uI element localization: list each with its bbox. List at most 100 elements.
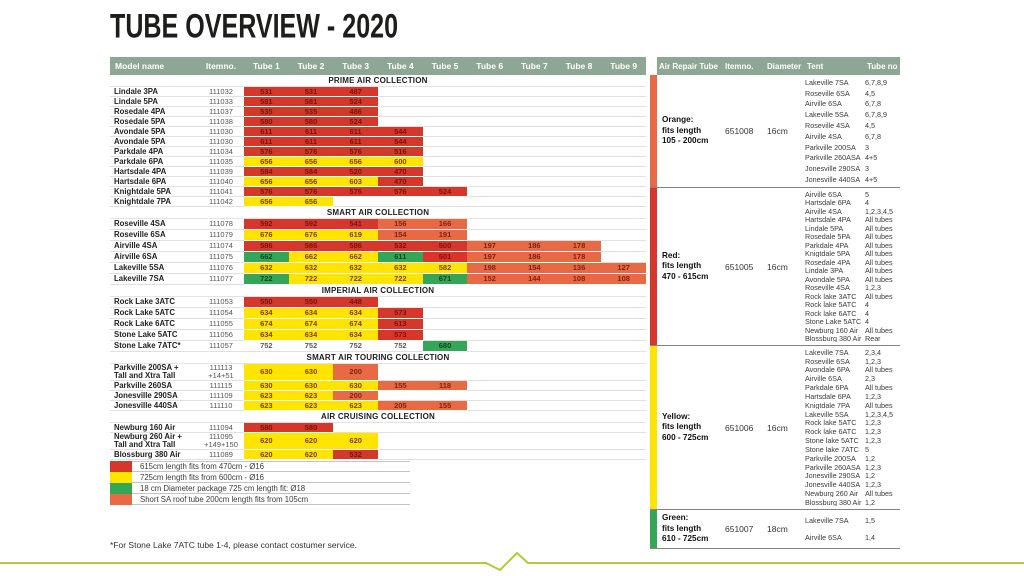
tube-cell: 584 — [288, 167, 334, 177]
tube-cell: 603 — [333, 177, 378, 187]
tent-row: Hartsdale 6PA 1,2,3 — [805, 392, 898, 401]
tube-cell — [601, 241, 646, 252]
tube-cell: 516 — [378, 147, 423, 157]
tube-cell: 154 — [378, 230, 423, 241]
tube-cell: 620 — [333, 433, 378, 450]
tent-row: Jonesville 290SA 1,2 — [805, 472, 898, 481]
tube-cell — [601, 423, 646, 433]
tent-tubes: 4 — [865, 199, 869, 207]
tent-row: Knigtdale 7PA All tubes — [805, 401, 898, 410]
table-row: Avondale 5PA 111030 611 611 611 544 — [110, 127, 646, 137]
tube-cell: 586 — [244, 241, 289, 252]
tent-name: Lakeville 5SA — [805, 111, 849, 119]
tent-row: Roseville 4SA 1,2,3 — [805, 284, 898, 293]
tent-tubes: 4+5 — [865, 154, 878, 162]
table-section: SMART AIR TOURING COLLECTION Parkville 20… — [110, 352, 646, 411]
tube-cell: 623 — [244, 401, 289, 411]
group-label: Green: fits length 610 - 725cm — [662, 513, 709, 544]
table-row: Jonesville 440SA 111110 623 623 623 205 155 — [110, 401, 646, 411]
tube-cell: 620 — [244, 450, 289, 460]
tube-cell — [467, 177, 512, 187]
table-row: Lakeville 7SA 111077 722 722 722 722 671 152 144… — [110, 274, 646, 285]
tube-cell: 676 — [244, 230, 289, 241]
tent-name: Stone lake 7ATC — [805, 445, 859, 454]
tube-cell — [601, 450, 646, 460]
tent-tubes: 2,3 — [865, 375, 875, 383]
tent-list: Airville 6SA 5 Hartsdale 6PA 4 Airville 4SA 1… — [805, 188, 898, 345]
item-number: 111110 — [198, 401, 244, 411]
column-header: Tube 5 — [431, 61, 459, 71]
tube-cell: 611 — [333, 137, 378, 147]
item-number: 111033 — [198, 97, 244, 107]
tent-tubes: All tubes — [865, 258, 893, 266]
tube-cell: 674 — [288, 319, 334, 330]
tube-cell — [556, 87, 602, 97]
tube-cell — [467, 127, 512, 137]
model-name: Rock Lake 3ATC — [110, 297, 198, 308]
tent-name: Lakeville 7SA — [805, 78, 849, 86]
model-name: Hartsdale 4PA — [110, 167, 198, 177]
tent-row: Jonesville 290SA 3 — [805, 163, 898, 174]
section-title: PRIME AIR COLLECTION — [110, 75, 646, 87]
group-label: Yellow: fits length 600 - 725cm — [662, 411, 709, 442]
tube-cell: 722 — [378, 274, 423, 285]
tube-cell — [378, 450, 423, 460]
tube-cell: 580 — [244, 423, 289, 433]
tube-cell: 656 — [244, 157, 289, 167]
tube-cell: 680 — [422, 341, 468, 352]
tent-name: Hartsdale 6PA — [805, 199, 851, 207]
tube-cell — [512, 187, 557, 197]
tube-cell: 524 — [333, 97, 378, 107]
tube-cell — [378, 433, 423, 450]
tube-cell — [467, 341, 512, 352]
tent-row: Knigtdale 5PA All tubes — [805, 250, 898, 259]
item-number: 111032 — [198, 87, 244, 97]
tube-cell — [556, 230, 602, 241]
tube-cell — [467, 137, 512, 147]
tube-cell: 108 — [601, 274, 646, 285]
tube-cell: 656 — [288, 177, 334, 187]
item-number: 111074 — [198, 241, 244, 252]
tube-cell — [512, 423, 557, 433]
tube-cell: 144 — [512, 274, 557, 285]
item-number: 111054 — [198, 308, 244, 319]
tent-tubes: All tubes — [865, 233, 893, 241]
orange-swatch-icon — [110, 494, 132, 505]
tent-row: Rock lake 6ATC 4 — [805, 309, 898, 318]
item-number: 111113 +14+51 — [198, 364, 244, 381]
tent-tubes: All tubes — [865, 275, 893, 283]
tent-tubes: All tubes — [865, 490, 893, 498]
tube-cell: 535 — [244, 107, 289, 117]
tent-tubes: 5 — [865, 445, 869, 454]
tube-cell — [556, 187, 602, 197]
tube-cell — [601, 87, 646, 97]
tent-tubes: All tubes — [865, 384, 893, 392]
tent-row: Lindale 3PA All tubes — [805, 267, 898, 276]
group-diameter: 16cm — [767, 422, 788, 433]
item-number: 111042 — [198, 197, 244, 207]
tube-cell — [601, 197, 646, 207]
tent-tubes: 1,2 — [865, 472, 875, 480]
tube-cell: 630 — [288, 364, 334, 381]
tube-cell — [467, 401, 512, 411]
tube-cell: 487 — [333, 87, 378, 97]
tube-cell: 550 — [288, 297, 334, 308]
tube-cell: 634 — [333, 330, 378, 341]
repair-group: Red: fits length 470 - 615cm 651005 16cm Airv… — [650, 188, 900, 346]
table-row: Parkville 200SA + Tall and Xtra Tall 11111… — [110, 364, 646, 381]
yellow-swatch-icon — [110, 472, 132, 483]
tube-cell — [601, 157, 646, 167]
tube-cell: 156 — [378, 219, 423, 230]
tube-cell — [422, 364, 468, 381]
tube-cell — [333, 197, 378, 207]
tube-cell — [422, 157, 468, 167]
tube-cell — [512, 167, 557, 177]
tent-name: Lakeville 7SA — [805, 348, 849, 357]
tent-row: Airville 6SA 1,4 — [805, 529, 898, 546]
pulse-divider — [0, 552, 1024, 571]
tube-cell: 630 — [244, 364, 289, 381]
tube-cell: 154 — [512, 263, 557, 274]
column-header: Tube 8 — [565, 61, 593, 71]
legend-text: 725cm length fits from 600cm - Ø16 — [132, 472, 410, 483]
tent-row: Roseville 4SA 4,5 — [805, 120, 898, 131]
